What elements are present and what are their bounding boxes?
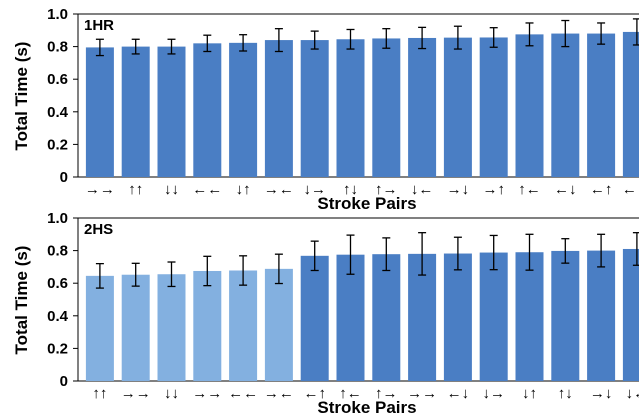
x-tick-label: ↓↓ bbox=[164, 181, 179, 198]
x-tick-label: ↑↑ bbox=[92, 385, 107, 402]
bar bbox=[479, 252, 508, 381]
x-tick-label: ←↑ bbox=[303, 385, 326, 402]
y-tick-label: 0.4 bbox=[47, 308, 69, 325]
x-tick-label: →↓ bbox=[447, 181, 470, 198]
bar bbox=[443, 37, 472, 178]
x-tick-label: →→ bbox=[407, 385, 437, 402]
bar bbox=[408, 37, 437, 177]
x-tick-label: ↑→ bbox=[375, 181, 398, 198]
bar bbox=[587, 33, 616, 178]
bar bbox=[479, 37, 508, 177]
bar bbox=[551, 33, 580, 178]
panel-label: 1HR bbox=[84, 17, 114, 34]
x-tick-label: →← bbox=[264, 385, 294, 402]
bar bbox=[443, 253, 472, 381]
x-tick-label: →→ bbox=[121, 385, 151, 402]
bar bbox=[229, 270, 258, 381]
bar bbox=[587, 250, 616, 381]
x-tick-label: →↓ bbox=[590, 385, 613, 402]
bar bbox=[229, 42, 258, 178]
bar bbox=[300, 255, 329, 381]
bar bbox=[515, 252, 544, 381]
x-axis-title: Stroke Pairs bbox=[317, 398, 416, 417]
x-tick-label: →→ bbox=[192, 385, 222, 402]
bar bbox=[264, 268, 293, 381]
y-tick-label: 0 bbox=[60, 169, 68, 186]
y-tick-label: 0.4 bbox=[47, 104, 69, 121]
y-tick-label: 0.6 bbox=[47, 71, 68, 88]
x-tick-label: ↑↓ bbox=[558, 385, 573, 402]
x-tick-label: ←↓ bbox=[447, 385, 470, 402]
y-tick-label: 0 bbox=[60, 373, 68, 390]
x-tick-label: →← bbox=[264, 181, 294, 198]
chart-panel-2hs: 0 0.2 0.4 0.6 0.8 1.0 ↑↑ →→ ↓↓ →→ ←← →← ←↑ ↑← ↑→ →→ ←↓ ↓→… bbox=[12, 210, 639, 417]
x-tick-label: ←↓ bbox=[554, 181, 577, 198]
x-axis-title: Stroke Pairs bbox=[317, 194, 416, 213]
bar bbox=[336, 39, 365, 177]
x-tick-label: ←→ bbox=[622, 181, 639, 198]
x-tick-label: →→ bbox=[85, 181, 115, 198]
x-tick-label: ←↑ bbox=[590, 181, 613, 198]
x-tick-label: ↑↑ bbox=[128, 181, 143, 198]
y-axis-title: Total Time (s) bbox=[12, 42, 31, 151]
x-tick-label: ↑← bbox=[518, 181, 541, 198]
bar bbox=[622, 31, 639, 178]
x-tick-label: ←← bbox=[192, 181, 222, 198]
bar bbox=[121, 274, 150, 381]
bar bbox=[622, 248, 639, 381]
bar bbox=[121, 46, 150, 177]
x-tick-label: ↓↑ bbox=[522, 385, 537, 402]
x-tick-label: ←← bbox=[228, 385, 258, 402]
bar bbox=[85, 47, 114, 177]
y-axis-title: Total Time (s) bbox=[12, 246, 31, 355]
bar bbox=[193, 43, 222, 178]
x-tick-label: ↓↑ bbox=[236, 181, 251, 198]
x-tick-label: ↓→ bbox=[482, 385, 505, 402]
y-tick-label: 1.0 bbox=[47, 6, 68, 23]
x-tick-label: ↓← bbox=[411, 181, 434, 198]
y-tick-label: 1.0 bbox=[47, 210, 68, 227]
x-tick-label: ↓← bbox=[626, 385, 639, 402]
bar bbox=[300, 40, 329, 177]
x-tick-label: ↓→ bbox=[303, 181, 326, 198]
bar bbox=[372, 254, 401, 381]
bar bbox=[515, 34, 544, 177]
y-tick-label: 0.8 bbox=[47, 39, 68, 56]
bar bbox=[551, 250, 580, 381]
x-tick-label: ↑→ bbox=[375, 385, 398, 402]
bar bbox=[157, 274, 186, 381]
chart-panel-1hr: 0 0.2 0.4 0.6 0.8 1.0 →→ ↑↑ ↓↓ ←← ↓↑ →← ↓→ ↑↓ ↑→ ↓← →↓ →↑… bbox=[12, 6, 639, 213]
x-tick-label: ↑↓ bbox=[343, 181, 358, 198]
x-tick-label: ↓↓ bbox=[164, 385, 179, 402]
y-tick-label: 0.2 bbox=[47, 340, 68, 357]
y-tick-label: 0.6 bbox=[47, 275, 68, 292]
x-tick-label: ↑← bbox=[339, 385, 362, 402]
y-tick-label: 0.2 bbox=[47, 136, 68, 153]
bar bbox=[85, 275, 114, 381]
x-tick-label: →↑ bbox=[482, 181, 505, 198]
panel-label: 2HS bbox=[84, 221, 113, 238]
bar bbox=[372, 38, 401, 178]
y-tick-label: 0.8 bbox=[47, 243, 68, 260]
bar bbox=[193, 270, 222, 381]
bar bbox=[336, 254, 365, 381]
bar bbox=[264, 40, 293, 177]
bar bbox=[157, 46, 186, 177]
